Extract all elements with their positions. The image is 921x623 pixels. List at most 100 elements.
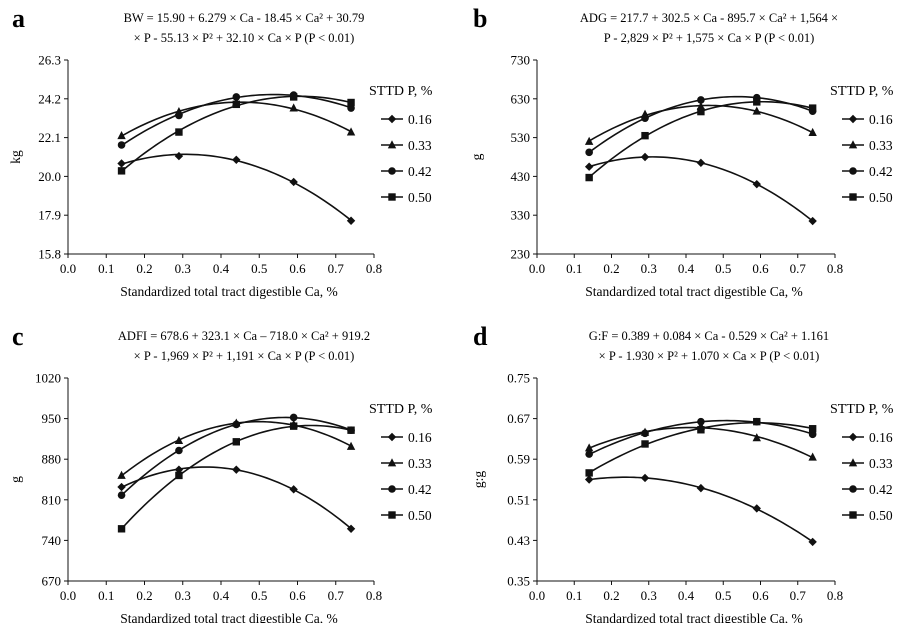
legend-label: 0.50 (869, 190, 893, 205)
x-tick-label: 0.5 (715, 261, 731, 276)
data-point-triangle (117, 131, 126, 140)
y-tick-label: 330 (511, 208, 531, 223)
data-point-diamond (640, 473, 650, 483)
data-point-circle (289, 413, 298, 422)
legend-item: 0.42 (381, 482, 432, 497)
equation-line-2: × P - 1,969 × P² + 1,191 × Ca × P (P < 0… (134, 349, 355, 363)
data-point-square (753, 98, 761, 106)
legend-label: 0.50 (408, 190, 432, 205)
data-point-square (347, 426, 355, 434)
panel-letter: d (473, 322, 488, 351)
data-point-circle (697, 96, 705, 104)
data-point-square (641, 131, 649, 140)
x-tick-label: 0.8 (366, 588, 382, 603)
legend-label: 0.50 (869, 508, 893, 523)
legend-label: 0.33 (869, 456, 893, 471)
legend-marker-circle (849, 167, 857, 175)
data-point-diamond (289, 485, 298, 494)
x-tick-label: 0.3 (641, 588, 657, 603)
legend-marker-diamond (387, 432, 397, 442)
y-tick-label: 0.59 (507, 452, 530, 467)
y-tick-label: 0.51 (507, 492, 530, 507)
x-tick-label: 0.0 (529, 261, 545, 276)
data-point-circle (232, 420, 241, 429)
legend-item: 0.42 (842, 482, 893, 497)
x-tick-label: 0.4 (213, 261, 230, 276)
data-point-square (808, 104, 817, 112)
y-tick-label: 0.75 (507, 371, 530, 386)
equation-line-2: × P - 1.930 × P² + 1.070 × Ca × P (P < 0… (599, 349, 820, 363)
data-point-triangle (117, 470, 126, 479)
x-axis-label: Standardized total tract digestible Ca, … (120, 284, 337, 299)
legend-marker-square (849, 193, 857, 201)
legend-marker-square (388, 511, 396, 519)
x-tick-label: 0.4 (678, 261, 695, 276)
legend-item: 0.33 (381, 456, 432, 471)
equation-line-1: ADFI = 678.6 + 323.1 × Ca – 718.0 × Ca² … (118, 329, 370, 343)
legend-marker-triangle (848, 458, 858, 467)
y-axis-label: g (469, 153, 484, 160)
data-point-triangle (808, 452, 817, 461)
data-point-diamond (640, 152, 650, 162)
equation-line-1: G:F = 0.389 + 0.084 × Ca - 0.529 × Ca² +… (589, 329, 829, 343)
legend-marker-triangle (387, 140, 397, 149)
equation-line-2: × P - 55.13 × P² + 32.10 × Ca × P (P < 0… (134, 31, 355, 45)
data-point-circle (117, 141, 126, 149)
data-point-circle (117, 491, 126, 499)
x-tick-label: 0.7 (328, 588, 345, 603)
data-point-square (697, 107, 705, 116)
y-tick-label: 230 (511, 247, 531, 262)
legend-item: 0.42 (842, 164, 893, 179)
legend-item: 0.33 (381, 138, 432, 153)
data-point-diamond (174, 465, 184, 474)
y-tick-label: 630 (511, 91, 531, 106)
x-tick-label: 0.6 (752, 588, 769, 603)
data-point-square (585, 469, 593, 477)
legend-label: 0.33 (408, 456, 432, 471)
x-tick-label: 0.4 (213, 588, 230, 603)
data-point-triangle (808, 127, 817, 136)
data-point-triangle (346, 127, 356, 136)
legend-label: 0.16 (408, 430, 432, 445)
data-point-square (289, 93, 298, 101)
legend-label: 0.50 (408, 508, 432, 523)
x-tick-label: 0.8 (827, 261, 843, 276)
data-point-square (753, 417, 761, 426)
x-tick-label: 0.0 (529, 588, 545, 603)
legend-item: 0.50 (381, 508, 432, 523)
data-point-diamond (696, 483, 706, 493)
data-point-diamond (232, 155, 241, 164)
data-point-circle (585, 450, 593, 458)
legend-item: 0.16 (381, 430, 432, 445)
chart-panel-b: b ADG = 217.7 + 302.5 × Ca - 895.7 × Ca² … (469, 4, 894, 299)
y-tick-label: 1020 (35, 371, 61, 386)
data-point-square (641, 440, 649, 448)
equation-line-1: BW = 15.90 + 6.279 × Ca - 18.45 × Ca² + … (124, 11, 365, 25)
y-tick-label: 880 (42, 452, 62, 467)
legend-title: STTD P, % (369, 402, 433, 417)
panel-letter: a (12, 4, 25, 33)
x-tick-label: 0.4 (678, 588, 695, 603)
equation-line-1: ADG = 217.7 + 302.5 × Ca - 895.7 × Ca² +… (580, 11, 838, 25)
data-point-triangle (752, 433, 761, 442)
legend-marker-triangle (387, 458, 397, 467)
chart-panel-c: c ADFI = 678.6 + 323.1 × Ca – 718.0 × Ca²… (8, 322, 433, 623)
x-tick-label: 0.6 (289, 588, 306, 603)
x-tick-label: 0.2 (136, 588, 152, 603)
y-tick-label: 22.1 (38, 130, 61, 145)
data-point-diamond (696, 158, 706, 168)
series-line-0.42 (121, 416, 352, 496)
y-tick-label: 0.35 (507, 574, 530, 589)
legend-item: 0.42 (381, 164, 432, 179)
legend-title: STTD P, % (830, 402, 894, 417)
series-line-0.16 (121, 466, 352, 530)
legend-item: 0.16 (381, 112, 432, 127)
x-tick-label: 0.8 (366, 261, 382, 276)
data-point-triangle (752, 106, 761, 115)
data-point-diamond (808, 216, 817, 226)
equation-line-2: P - 2,829 × P² + 1,575 × Ca × P (P < 0.0… (604, 31, 815, 45)
legend-title: STTD P, % (830, 84, 894, 99)
legend-marker-circle (388, 485, 396, 493)
legend-label: 0.16 (869, 112, 893, 127)
data-point-diamond (117, 482, 126, 492)
